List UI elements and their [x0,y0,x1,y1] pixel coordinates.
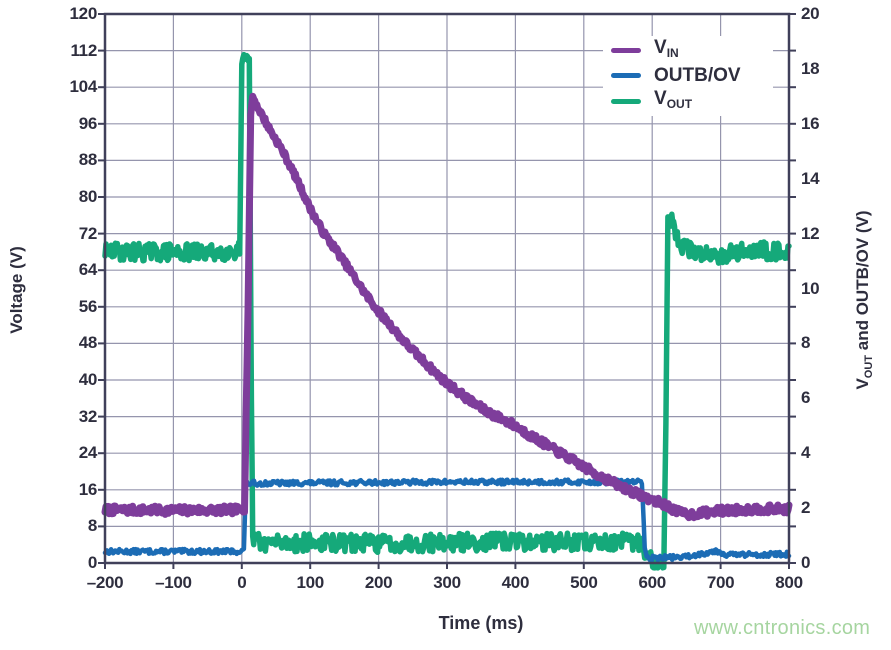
x-tick-label: 0 [237,573,247,592]
x-tick-label: 800 [775,573,803,592]
y-tick-label-right: 18 [801,58,820,78]
legend-label: VOUT [654,87,693,111]
x-tick-label: –100 [155,573,192,592]
legend-label-subscript: IN [666,45,679,60]
y-tick-label-left: 88 [78,150,98,170]
x-tick-label: 400 [501,573,530,592]
legend-swatch [611,98,641,104]
legend-swatch [611,73,641,78]
x-tick-label: 600 [638,573,666,592]
trace-v-out [102,51,792,571]
x-tick-label: 300 [433,573,461,592]
y-tick-label-right: 20 [801,4,820,23]
y-tick-label-right: 0 [801,553,811,572]
x-axis-title: Time (ms) [438,613,524,633]
y-tick-label-left: 120 [69,4,98,23]
y-tick-label-left: 64 [78,260,98,280]
trace-outb-ov [102,477,792,563]
y-tick-label-left: 8 [87,516,97,536]
x-tick-label: 500 [570,573,598,592]
legend-item-vout: VOUT [611,87,773,113]
y-tick-label-right: 4 [801,443,811,463]
trace-v-in [101,92,793,522]
legend: VIN OUTB/OV VOUT [603,36,773,116]
legend-label: VIN [654,36,679,60]
y-tick-label-left: 96 [78,113,98,133]
watermark-text: www.cntronics.com [694,617,871,639]
plot-border [103,12,791,565]
y-tick-label-left: 80 [78,187,98,206]
y-tick-label-right: 8 [801,333,811,353]
y-axis-title-right-subscript: OUT [863,354,875,379]
legend-label-subscript: OUT [666,96,693,111]
legend-label: OUTB/OV [654,64,741,86]
y-tick-label-left: 40 [78,370,98,389]
y-tick-label-right: 2 [801,498,811,518]
x-tick-label: 100 [296,573,324,592]
y-axis-title-left: Voltage (V) [7,246,26,334]
x-tick-label: 200 [364,573,393,592]
y-tick-label-left: 24 [78,443,98,463]
x-tick-label: 700 [706,573,735,592]
y-tick-label-right: 12 [801,223,820,243]
x-tick-label: –200 [86,573,124,592]
legend-item-outb-ov: OUTB/OV [611,64,773,88]
legend-swatch [611,47,641,53]
y-tick-label-right: 14 [801,168,820,188]
y-tick-label-left: 112 [70,40,97,60]
y-tick-label-left: 72 [78,223,98,243]
legend-item-vin: VIN [611,36,773,62]
y-tick-label-right: 16 [801,113,820,133]
y-tick-label-right: 6 [801,388,811,408]
y-tick-label-left: 56 [78,296,98,316]
y-tick-label-left: 104 [69,77,98,97]
y-tick-label-right: 10 [801,278,820,298]
y-tick-label-left: 32 [78,406,98,426]
y-tick-label-left: 48 [78,333,98,353]
y-tick-label-left: 0 [87,553,97,572]
y-tick-label-left: 16 [78,479,98,499]
